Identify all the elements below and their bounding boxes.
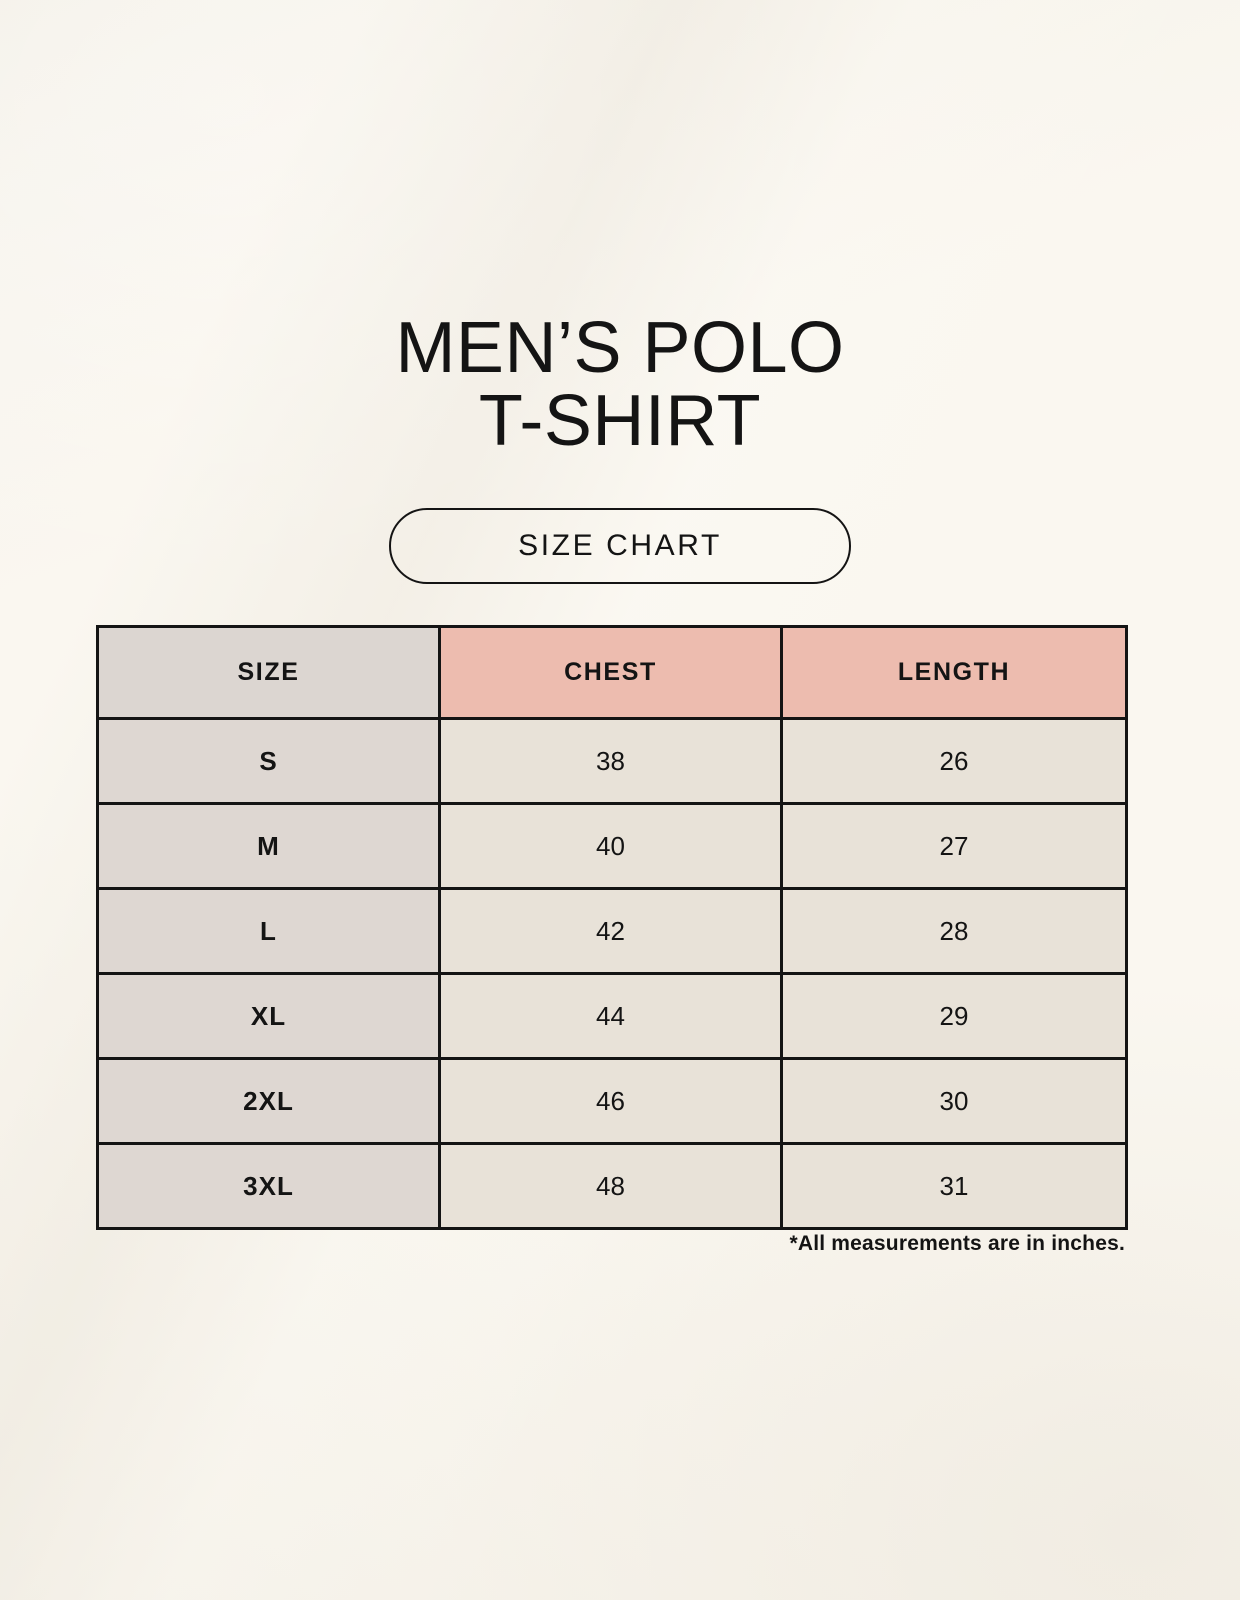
cell-length: 27 <box>780 802 1128 890</box>
cell-chest: 44 <box>438 972 783 1060</box>
cell-chest: 42 <box>438 887 783 975</box>
table-row: S 38 26 <box>96 717 1128 805</box>
column-header-size: SIZE <box>96 625 441 720</box>
cell-chest: 46 <box>438 1057 783 1145</box>
cell-length: 30 <box>780 1057 1128 1145</box>
cell-length: 31 <box>780 1142 1128 1230</box>
cell-size: L <box>96 887 441 975</box>
table-row: L 42 28 <box>96 887 1128 975</box>
size-table-container: SIZE CHEST LENGTH S 38 26 M 40 27 L <box>96 625 1128 1230</box>
title-line-1: MEN’S POLO <box>395 308 845 388</box>
column-header-length: LENGTH <box>780 625 1128 720</box>
cell-chest: 40 <box>438 802 783 890</box>
table-row: XL 44 29 <box>96 972 1128 1060</box>
measurement-note: *All measurements are in inches. <box>789 1232 1125 1255</box>
page-title: MEN’S POLO T-SHIRT <box>0 308 1240 462</box>
table-row: 2XL 46 30 <box>96 1057 1128 1145</box>
cell-chest: 38 <box>438 717 783 805</box>
cell-size: M <box>96 802 441 890</box>
cell-length: 28 <box>780 887 1128 975</box>
cell-size: S <box>96 717 441 805</box>
cell-size: XL <box>96 972 441 1060</box>
table-row: 3XL 48 31 <box>96 1142 1128 1230</box>
cell-length: 29 <box>780 972 1128 1060</box>
size-table: SIZE CHEST LENGTH S 38 26 M 40 27 L <box>96 625 1128 1230</box>
size-chart-badge: SIZE CHART <box>389 508 851 584</box>
table-row: M 40 27 <box>96 802 1128 890</box>
size-chart-badge-label: SIZE CHART <box>518 529 722 562</box>
cell-length: 26 <box>780 717 1128 805</box>
title-line-2: T-SHIRT <box>478 381 762 462</box>
cell-chest: 48 <box>438 1142 783 1230</box>
cell-size: 2XL <box>96 1057 441 1145</box>
column-header-chest: CHEST <box>438 625 783 720</box>
table-header-row: SIZE CHEST LENGTH <box>96 625 1128 720</box>
cell-size: 3XL <box>96 1142 441 1230</box>
